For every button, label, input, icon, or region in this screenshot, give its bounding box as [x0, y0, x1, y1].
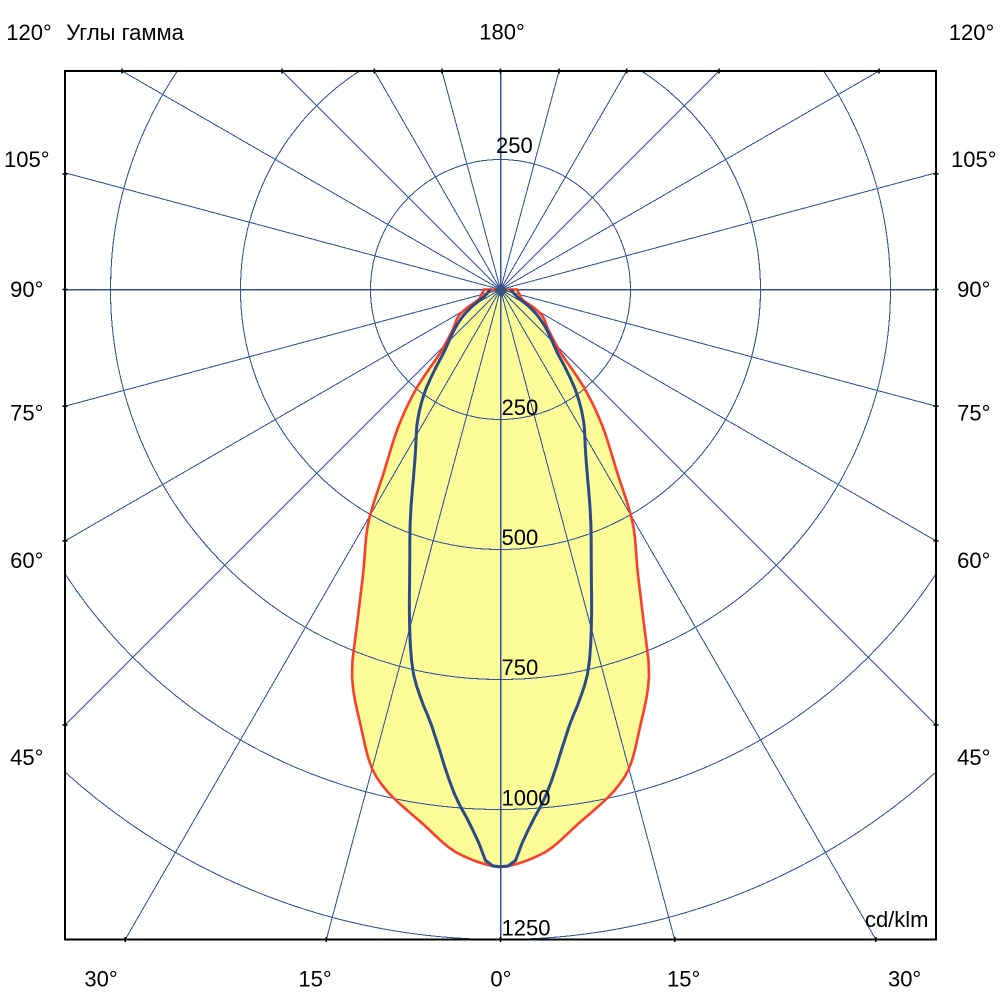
svg-text:1250: 1250 [502, 916, 551, 941]
svg-text:750: 750 [502, 655, 539, 680]
svg-text:105°: 105° [4, 147, 50, 172]
svg-text:250: 250 [496, 133, 533, 158]
svg-text:Углы гамма: Углы гамма [66, 20, 184, 45]
svg-text:1000: 1000 [502, 786, 551, 811]
svg-text:120°: 120° [6, 20, 52, 45]
svg-text:30°: 30° [84, 967, 117, 992]
svg-text:105°: 105° [951, 147, 997, 172]
svg-text:75°: 75° [957, 401, 990, 426]
svg-text:15°: 15° [667, 967, 700, 992]
svg-text:75°: 75° [10, 401, 43, 426]
svg-text:cd/klm: cd/klm [865, 907, 929, 932]
svg-text:120°: 120° [949, 20, 995, 45]
svg-text:90°: 90° [10, 277, 43, 302]
svg-text:250: 250 [502, 395, 539, 420]
svg-text:90°: 90° [957, 277, 990, 302]
svg-text:30°: 30° [888, 967, 921, 992]
svg-text:180°: 180° [479, 20, 525, 45]
svg-text:500: 500 [502, 525, 539, 550]
svg-text:0°: 0° [490, 967, 511, 992]
svg-text:15°: 15° [298, 967, 331, 992]
svg-text:45°: 45° [10, 745, 43, 770]
svg-text:60°: 60° [10, 548, 43, 573]
svg-text:45°: 45° [957, 745, 990, 770]
svg-text:60°: 60° [957, 548, 990, 573]
